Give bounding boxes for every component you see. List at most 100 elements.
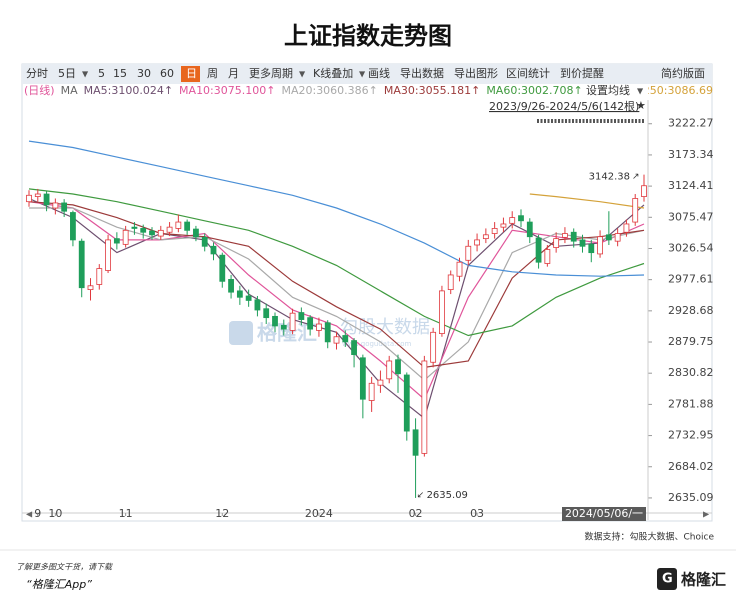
candle-body — [324, 322, 331, 343]
high-label: 3142.38 — [589, 172, 630, 183]
y-tick-label: 3124.41 — [668, 179, 714, 192]
footer-line2: “格隆汇App” — [26, 578, 92, 591]
range-label: 2023/9/26-2024/5/6(142根) — [489, 99, 639, 113]
candle-body — [351, 340, 357, 356]
candle-body — [113, 238, 120, 244]
candle-body — [553, 238, 560, 248]
candle-body — [289, 312, 296, 331]
page-title: 上证指数走势图 — [284, 22, 452, 50]
toolbar-item[interactable]: K线叠加 — [313, 66, 353, 80]
candle-body — [632, 198, 639, 223]
candle-body — [535, 237, 542, 263]
candle-body — [544, 249, 551, 264]
toolbar-item[interactable]: 到价提醒 — [560, 67, 604, 80]
candle-body — [298, 312, 305, 320]
candle-body — [456, 261, 463, 277]
y-tick-label: 2732.95 — [668, 429, 714, 442]
candle-body — [333, 336, 340, 344]
candle-body — [447, 274, 454, 291]
source: 数据支持：勾股大数据、Choice — [585, 531, 715, 543]
candle-body — [131, 226, 138, 229]
dropdown-icon: ▼ — [299, 70, 306, 79]
toolbar-item[interactable]: 周 — [207, 67, 218, 80]
candle-body — [403, 374, 410, 432]
candle-body — [105, 239, 111, 271]
toolbar-item[interactable]: 5日 — [58, 67, 76, 80]
candle-body — [245, 295, 252, 301]
toolbar-item[interactable]: 5 — [98, 67, 105, 80]
active-tab — [181, 66, 200, 82]
toolbar-item[interactable]: 更多周期 — [249, 66, 293, 80]
candle-body — [263, 308, 270, 319]
candle-body — [272, 315, 278, 327]
candle-body — [439, 290, 445, 334]
toolbar-item[interactable]: 30 — [137, 67, 151, 80]
candle-body — [26, 194, 32, 203]
candle-body — [52, 202, 59, 209]
dropdown-icon: ▼ — [82, 70, 89, 79]
candle-body — [96, 268, 103, 285]
candle-body — [395, 359, 401, 375]
candle-body — [474, 239, 480, 246]
legend-entry: MA20:3060.386↑ — [281, 84, 377, 97]
candle-body — [368, 382, 375, 401]
candle-body — [386, 360, 393, 380]
candle-body — [342, 335, 349, 343]
watermark-data: 勾股大数据 — [340, 317, 430, 338]
candle-body — [518, 215, 524, 222]
toolbar-item[interactable]: 导出图形 — [454, 66, 498, 80]
candle-body — [219, 254, 226, 282]
y-tick-label: 2635.09 — [668, 491, 714, 504]
low-arrow: ↙ — [417, 490, 425, 500]
candle-body — [210, 245, 217, 255]
candle-body — [562, 233, 568, 238]
candle-body — [500, 223, 507, 228]
dropdown-icon: ▼ — [359, 70, 366, 79]
y-tick-label: 2879.75 — [668, 335, 714, 348]
low-label: 2635.09 — [427, 490, 468, 501]
candle-body — [61, 202, 68, 212]
x-tick-label: 02 — [409, 507, 423, 520]
period-label: (日线) — [24, 83, 55, 97]
scroll-right: ▶ — [703, 510, 710, 519]
ma-line — [529, 193, 645, 209]
y-tick-label: 2977.61 — [668, 273, 714, 286]
toolbar-item[interactable]: 日 — [186, 67, 197, 80]
candle-body — [421, 360, 428, 454]
footer-logo-g: G — [662, 572, 673, 587]
candle-body — [570, 231, 577, 242]
y-tick-label: 2928.68 — [668, 304, 714, 317]
toolbar-item[interactable]: 60 — [160, 67, 174, 80]
ma-line — [28, 201, 645, 401]
toolbar-item[interactable]: 导出数据 — [400, 66, 444, 80]
footer-logo-mark — [657, 568, 677, 590]
toolbar-item[interactable]: 月 — [228, 67, 239, 80]
candle-body — [193, 228, 199, 238]
legend-entry: MA5:3100.024↑ — [84, 84, 173, 97]
ma-setting[interactable]: 设置均线 — [586, 83, 630, 97]
toolbar-item[interactable]: 15 — [113, 67, 127, 80]
candle-body — [579, 239, 586, 247]
candle-body — [377, 379, 384, 386]
footer-line1: 了解更多图文干货，请下载 — [16, 563, 113, 572]
candle-body — [641, 185, 647, 197]
ma-setting-box — [582, 84, 648, 99]
cursor-date-box — [562, 507, 646, 521]
candle-body — [34, 193, 41, 197]
candle-body — [623, 223, 630, 233]
candle-body — [359, 357, 366, 400]
candle-body — [491, 228, 498, 234]
ma-line — [28, 188, 645, 337]
toolbar-item[interactable]: 区间统计 — [506, 67, 550, 80]
toolbar-item[interactable]: 画线 — [368, 66, 390, 80]
toolbar-item[interactable]: 分时 — [26, 67, 48, 80]
watermark-logo — [229, 321, 253, 345]
candle-body — [140, 228, 147, 233]
candle-body — [465, 245, 472, 261]
candle-body — [412, 429, 419, 456]
candle-body — [509, 217, 516, 224]
toolbar-item[interactable]: 简约版面 — [661, 66, 705, 80]
candle-body — [122, 229, 129, 245]
ma-label: MA — [61, 84, 78, 97]
candle-body — [482, 234, 489, 240]
